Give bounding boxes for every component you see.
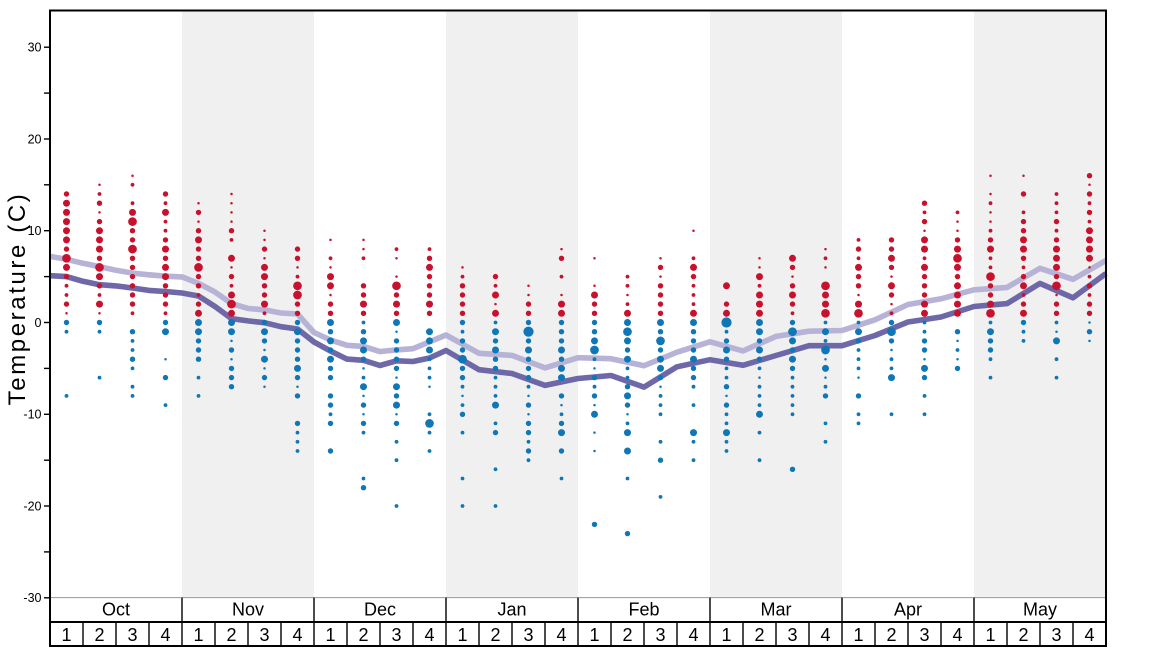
svg-text:4: 4 [292,625,302,645]
svg-text:3: 3 [391,625,401,645]
svg-text:3: 3 [787,625,797,645]
svg-text:1: 1 [721,625,731,645]
svg-text:1: 1 [985,625,995,645]
svg-text:-20: -20 [23,499,41,513]
svg-text:4: 4 [556,625,566,645]
svg-text:-30: -30 [23,591,41,605]
svg-text:Nov: Nov [232,600,264,620]
svg-text:30: 30 [28,41,42,55]
svg-text:1: 1 [853,625,863,645]
svg-text:1: 1 [193,625,203,645]
svg-text:2: 2 [754,625,764,645]
svg-text:Temperature (C): Temperature (C) [4,192,31,406]
svg-text:3: 3 [1051,625,1061,645]
svg-text:3: 3 [259,625,269,645]
svg-text:Feb: Feb [628,600,659,620]
svg-text:2: 2 [886,625,896,645]
svg-text:Jan: Jan [497,600,526,620]
svg-text:4: 4 [820,625,830,645]
svg-text:2: 2 [622,625,632,645]
svg-text:1: 1 [61,625,71,645]
svg-text:0: 0 [35,316,42,330]
svg-text:May: May [1023,600,1057,620]
svg-text:4: 4 [160,625,170,645]
svg-text:1: 1 [589,625,599,645]
svg-text:3: 3 [127,625,137,645]
svg-text:2: 2 [226,625,236,645]
svg-text:-10: -10 [23,408,41,422]
svg-text:4: 4 [424,625,434,645]
svg-text:4: 4 [688,625,698,645]
svg-text:2: 2 [1018,625,1028,645]
svg-text:2: 2 [358,625,368,645]
svg-text:10: 10 [28,224,42,238]
svg-text:3: 3 [523,625,533,645]
svg-text:Apr: Apr [894,600,922,620]
svg-text:2: 2 [94,625,104,645]
svg-text:2: 2 [490,625,500,645]
svg-text:Mar: Mar [761,600,792,620]
svg-text:4: 4 [952,625,962,645]
svg-text:Oct: Oct [102,600,130,620]
svg-text:4: 4 [1084,625,1094,645]
svg-text:20: 20 [28,132,42,146]
svg-text:3: 3 [919,625,929,645]
svg-text:1: 1 [325,625,335,645]
svg-text:3: 3 [655,625,665,645]
svg-text:1: 1 [457,625,467,645]
svg-text:Dec: Dec [364,600,396,620]
